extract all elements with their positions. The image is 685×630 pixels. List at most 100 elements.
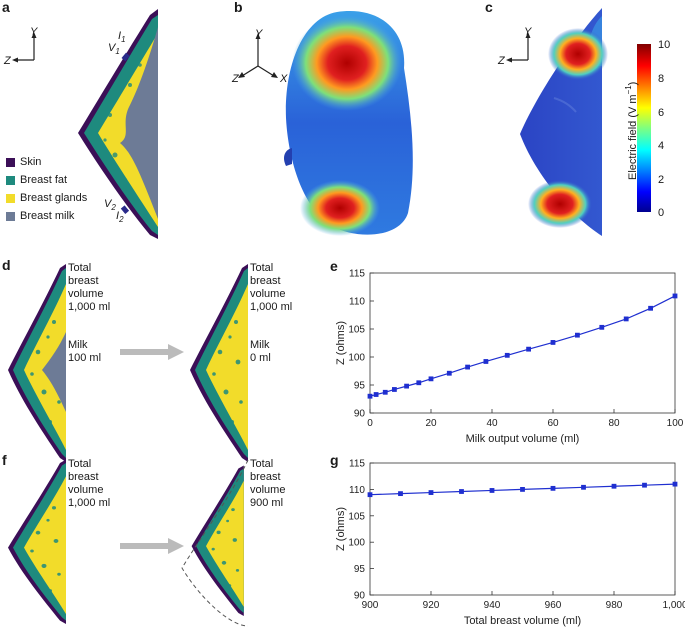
panel-d-right-volume: Total breast volume 1,000 ml: [250, 262, 293, 313]
data-point: [459, 489, 464, 494]
y-tick-label: 95: [354, 564, 366, 575]
data-point: [599, 324, 605, 330]
chart-g: 90 95 100 105 110 115 900 920 940 960 980 1,000 Tota…: [335, 459, 685, 628]
data-point: [382, 389, 388, 395]
colorbar-tick: 8: [658, 73, 665, 85]
x-axis-label: Milk output volume (ml): [466, 433, 580, 445]
x-tick-label: 980: [606, 600, 623, 611]
axis-label-z-a: Z: [4, 55, 11, 67]
x-tick-label: 920: [423, 600, 440, 611]
y-tick-label: 100: [348, 538, 365, 549]
panel-label-a: a: [2, 0, 10, 15]
electrode-label-i1: I1: [118, 30, 126, 45]
plot-frame: [369, 272, 676, 414]
data-point: [504, 352, 510, 358]
data-point: [398, 491, 403, 497]
breast-model-d-full: [8, 264, 66, 462]
colorbar-tick: 4: [658, 140, 665, 152]
breast-model-f-small: [181, 459, 249, 627]
data-point: [672, 481, 678, 487]
panel-d-right-milk: Milk 0 ml: [250, 339, 271, 364]
data-point: [520, 487, 525, 492]
data-point: [642, 482, 647, 488]
electrode-label-v1: V1: [108, 42, 120, 57]
electric-field-section-c: [520, 8, 608, 236]
y-tick-label: 115: [349, 269, 365, 280]
x-tick-label: 80: [608, 418, 620, 429]
axis-label-y-a: Y: [30, 26, 38, 38]
data-point: [392, 387, 397, 392]
axis-label-z-b: Z: [232, 73, 239, 85]
x-tick-label: 40: [486, 418, 498, 429]
axes-indicator-b: [238, 33, 278, 78]
data-point: [611, 483, 617, 489]
data-point: [526, 346, 531, 352]
panel-label-g: g: [330, 452, 339, 468]
colorbar: [637, 44, 651, 212]
x-tick-label: 0: [367, 418, 373, 429]
x-tick-label: 60: [547, 418, 559, 429]
axis-label-z-c: Z: [498, 55, 505, 67]
colorbar-tick: 2: [658, 174, 665, 186]
x-tick-label: 900: [362, 600, 379, 611]
electrode-label-i2: I2: [116, 210, 124, 225]
x-tick-label: 20: [425, 418, 437, 429]
y-tick-label: 105: [348, 511, 365, 522]
panel-label-b: b: [234, 0, 243, 15]
x-tick-label: 1,000: [662, 600, 685, 611]
x-tick-label: 940: [484, 600, 501, 611]
electric-field-3d-b: [284, 11, 413, 236]
data-point: [483, 359, 489, 364]
y-tick-label: 105: [348, 325, 365, 336]
axis-label-y-b: Y: [255, 28, 263, 40]
legend-item-glands: Breast glands: [6, 192, 87, 204]
axis-label-y-c: Y: [524, 26, 532, 38]
y-tick-label: 95: [354, 381, 366, 392]
panel-d-left-milk: Milk 100 ml: [68, 339, 102, 364]
data-point: [575, 332, 580, 338]
y-tick-label: 115: [349, 459, 365, 470]
data-point: [550, 485, 556, 491]
series-line: [369, 295, 676, 397]
data-point: [373, 392, 379, 397]
data-point: [581, 484, 586, 490]
panel-label-d: d: [2, 257, 11, 273]
panel-label-e: e: [330, 258, 338, 274]
colorbar-tick: 10: [658, 39, 671, 51]
plot-frame: [369, 462, 676, 596]
x-axis-label: Total breast volume (ml): [464, 615, 581, 627]
axes-indicator-c: [506, 32, 531, 63]
breast-model-f-large: [8, 459, 66, 624]
data-point: [428, 490, 434, 495]
y-tick-label: 110: [349, 485, 365, 496]
colorbar-tick: 0: [658, 207, 665, 219]
panel-f-right-volume: Total breast volume 900 ml: [250, 458, 286, 509]
axis-label-x-b: X: [280, 73, 288, 85]
data-point: [648, 305, 653, 311]
arrow-f: [120, 538, 184, 554]
data-point: [428, 376, 434, 382]
legend-item-fat: Breast fat: [6, 174, 67, 186]
y-axis-label: Z (ohms): [335, 507, 347, 551]
data-point: [489, 488, 495, 493]
y-tick-label: 90: [354, 409, 366, 420]
data-point: [367, 492, 373, 498]
axes-indicator-a: [12, 32, 37, 63]
panel-label-f: f: [2, 452, 7, 468]
legend-item-skin: Skin: [6, 156, 41, 168]
legend-item-milk: Breast milk: [6, 210, 74, 222]
breast-cross-section-a: [78, 9, 158, 239]
colorbar-tick: 6: [658, 107, 665, 119]
x-tick-label: 960: [545, 600, 562, 611]
x-tick-label: 100: [667, 418, 684, 429]
breast-model-d-empty: [190, 264, 248, 462]
electrode-label-v2: V2: [104, 198, 116, 213]
data-point: [446, 370, 452, 376]
data-point: [404, 383, 409, 389]
data-point: [623, 316, 629, 322]
data-point: [465, 364, 470, 370]
data-point: [416, 380, 422, 386]
panel-f-left-volume: Total breast volume 1,000 ml: [68, 458, 111, 509]
chart-e: 90 95 100 105 110 115 0 20 40 60 80 100 Milk output …: [335, 269, 684, 446]
y-axis-label: Z (ohms): [335, 321, 347, 365]
